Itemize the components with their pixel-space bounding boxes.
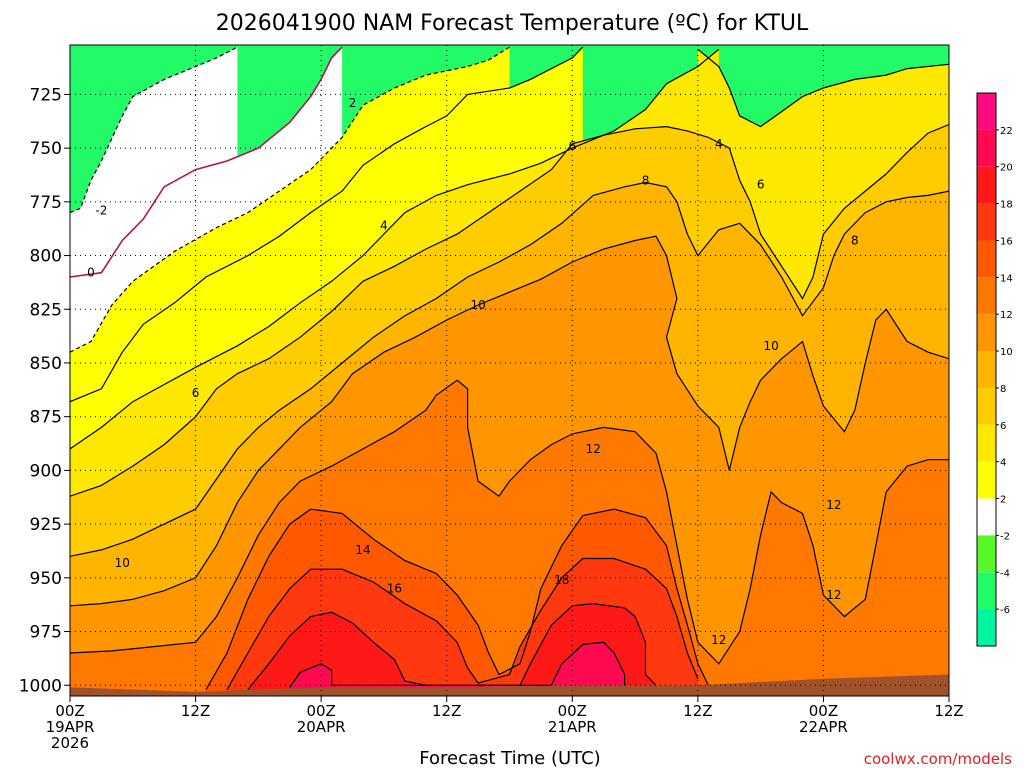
isotherm-line-4	[70, 48, 720, 450]
plot-frame	[69, 44, 950, 697]
colorbar-label--4: -4	[1000, 568, 1010, 579]
isotherm-line-13	[289, 641, 626, 688]
x-tick-label-48-1: 21APR	[548, 718, 597, 736]
colorbar-frame	[976, 92, 997, 647]
x-tick-label-72-0: 00Z	[809, 702, 838, 720]
contour-label-1: 0	[87, 266, 95, 280]
contour-label-13: 12	[586, 442, 601, 456]
colorbar-label-4: 4	[1000, 458, 1006, 469]
temperature-band-12	[247, 603, 656, 696]
isotherm-line-11	[226, 557, 699, 690]
colorbar-swatch-8-to-10	[977, 351, 996, 388]
y-tick-label-875: 875	[30, 408, 62, 428]
y-tick-label-975: 975	[30, 623, 62, 643]
contour-label-17: 14	[355, 543, 370, 557]
x-tick-label-24-1: 20APR	[297, 718, 346, 736]
contour-label-4: 6	[192, 386, 200, 400]
contour-label-3: 4	[380, 218, 388, 232]
colorbar-label-14: 14	[1000, 273, 1013, 284]
contour-label-19: 18	[554, 573, 569, 587]
isotherm-line-5	[697, 48, 949, 128]
x-tick-label-48-0: 00Z	[558, 702, 587, 720]
credit-label: coolwx.com/models	[864, 750, 1012, 768]
contour-label-11: 10	[763, 339, 778, 353]
contour-label-10: 10	[470, 298, 485, 312]
colorbar-swatch-12-to-14	[977, 277, 996, 315]
contour-label-5: 6	[568, 139, 576, 153]
colorbar-swatch--8-to--6	[977, 609, 996, 646]
colorbar-label-8: 8	[1000, 384, 1006, 395]
colorbar-swatch-14-to-16	[977, 240, 996, 278]
y-tick-label-950: 950	[30, 569, 62, 589]
contour-label-15: 12	[826, 588, 841, 602]
colorbar-label-18: 18	[1000, 200, 1013, 211]
y-tick-label-750: 750	[30, 139, 62, 159]
colorbar-label--2: -2	[1000, 531, 1010, 542]
colorbar-label-2: 2	[1000, 495, 1006, 506]
x-tick-label-36-0: 12Z	[432, 702, 461, 720]
y-tick-label-1000: 1000	[19, 676, 62, 696]
x-tick-label-0-0: 00Z	[55, 702, 84, 720]
isotherm-line-9	[70, 379, 949, 665]
y-tick-label-775: 775	[30, 193, 62, 213]
x-tick-label-72-1: 22APR	[799, 718, 848, 736]
x-tick-label-0-2: 2026	[51, 734, 89, 752]
colorbar-label-10: 10	[1000, 347, 1013, 358]
isotherm-line-2	[70, 46, 510, 353]
contour-label-2: 2	[349, 96, 357, 110]
colorbar-label-6: 6	[1000, 421, 1006, 432]
contour-label-7: 8	[642, 173, 650, 187]
contour-label-18: 16	[387, 582, 402, 596]
x-tick-label-60-0: 12Z	[683, 702, 712, 720]
colorbar-label--6: -6	[1000, 605, 1010, 616]
colorbar-swatch-18-to-20	[977, 166, 996, 204]
isotherm-line-10	[205, 508, 709, 690]
plot-area: -2 0 2 4 6 6 4 8 6 8 10 10 10 12 12 12 12 14 16 18	[70, 45, 949, 696]
colorbar-swatch-20-to-22	[977, 129, 996, 167]
colorbar-swatch-2-to-4	[977, 461, 996, 499]
ground-terrain	[70, 674, 949, 696]
y-tick-label-900: 900	[30, 461, 62, 481]
y-tick-label-800: 800	[30, 247, 62, 267]
x-tick-label-84-0: 12Z	[934, 702, 963, 720]
x-axis-label: Forecast Time (UTC)	[419, 748, 600, 768]
colorbar-label-22: 22	[1000, 126, 1013, 137]
contour-label-16: 12	[711, 633, 726, 647]
contour-label-9: 8	[851, 234, 859, 248]
contour-label-14: 12	[826, 498, 841, 512]
colorbar-label-12: 12	[1000, 310, 1013, 321]
colorbar-swatch-16-to-18	[977, 203, 996, 241]
colorbar-label-20: 20	[1000, 163, 1013, 174]
colorbar-swatch--4-to--2	[977, 535, 996, 573]
colorbar-label-16: 16	[1000, 236, 1013, 247]
contour-label-6: 4	[715, 137, 723, 151]
isotherm-line-7	[70, 181, 949, 557]
colorbar-swatch--2-to-2	[977, 498, 996, 536]
chart-title: 2026041900 NAM Forecast Temperature (ºC)…	[216, 11, 809, 36]
isotherm-line-8	[70, 235, 949, 607]
colorbar-swatch-22-to-24	[977, 93, 996, 130]
isotherm-line-3	[70, 46, 584, 403]
y-tick-label-850: 850	[30, 354, 62, 374]
colorbar: -6 -4 -2 2 4 6 8 10 12 14 16 18 20 22	[976, 92, 1013, 647]
colorbar-swatch-6-to-8	[977, 387, 996, 425]
isotherm-line-6	[70, 123, 949, 497]
colorbar-swatch--6-to--4	[977, 572, 996, 610]
contour-label-12: 10	[115, 556, 130, 570]
contour-label-0: -2	[95, 203, 107, 217]
isotherm-line-1	[70, 46, 343, 278]
colorbar-swatch-4-to-6	[977, 424, 996, 462]
y-tick-label-825: 825	[30, 300, 62, 320]
x-tick-label-24-0: 00Z	[306, 702, 335, 720]
axes: 725 750 775 800 825 850 875 900 925 950 975 1000 00Z…	[19, 85, 964, 752]
y-tick-label-925: 925	[30, 515, 62, 535]
colorbar-swatch-10-to-12	[977, 314, 996, 352]
x-tick-label-0-1: 19APR	[46, 718, 95, 736]
contour-label-8: 6	[757, 178, 765, 192]
x-tick-label-12-0: 12Z	[181, 702, 210, 720]
y-tick-label-725: 725	[30, 85, 62, 105]
